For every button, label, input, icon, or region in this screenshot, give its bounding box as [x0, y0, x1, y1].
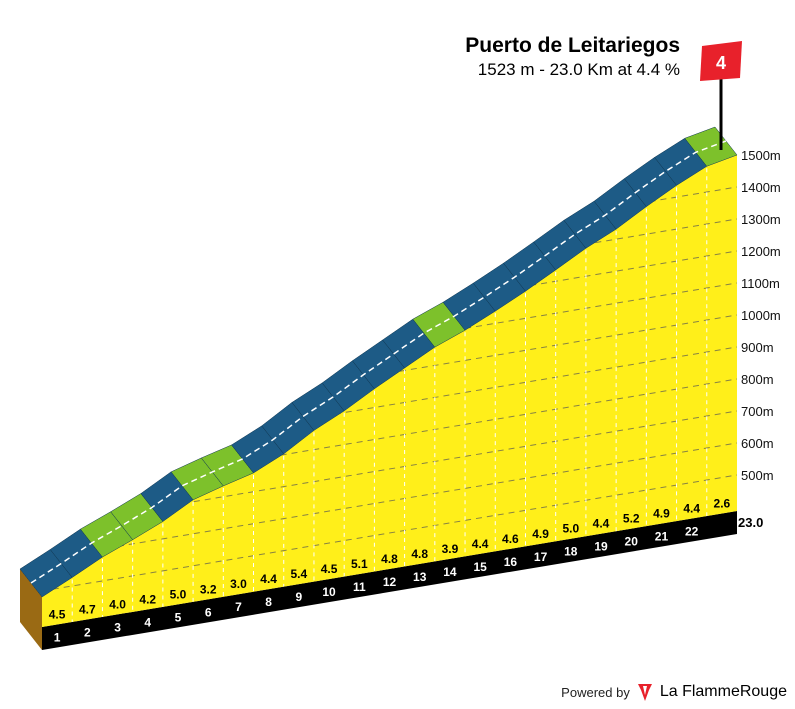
category-flag	[700, 41, 742, 81]
gradient-label: 5.2	[623, 512, 640, 526]
elevation-tick-label: 1500m	[741, 148, 781, 163]
km-label: 17	[534, 550, 548, 564]
gradient-label: 4.2	[139, 592, 156, 606]
elevation-tick-label: 600m	[741, 436, 774, 451]
profile-side-face	[20, 569, 42, 650]
profile-labels-layer: 4.5 4.7 4.0 4.2 5.0 3.2 3.0 4.4 5.4 4.5 5.1 4.8 4.8 3…	[49, 497, 731, 645]
km-label: 1	[54, 630, 61, 644]
profile-face-layer	[42, 155, 737, 627]
total-distance-label: 23.0	[738, 515, 763, 530]
footer: Powered by La FlammeRouge	[561, 682, 787, 702]
km-label: 4	[144, 615, 151, 629]
km-band	[42, 511, 737, 650]
gradient-label: 5.4	[291, 567, 308, 581]
brand-name: La FlammeRouge	[659, 683, 787, 700]
km-label: 9	[296, 590, 303, 604]
elevation-tick-label: 700m	[741, 404, 774, 419]
elevation-grid-line	[42, 346, 737, 464]
km-label: 8	[265, 595, 272, 609]
category-label: 4	[716, 53, 726, 73]
km-label: 14	[443, 565, 457, 579]
gradient-label: 4.4	[472, 537, 489, 551]
km-label: 18	[564, 545, 578, 559]
elevation-grid-line	[42, 378, 737, 496]
gradient-label: 4.8	[411, 547, 428, 561]
gradient-label: 4.4	[593, 517, 610, 531]
km-label: 11	[353, 580, 366, 594]
km-label: 20	[625, 535, 639, 549]
km-label: 16	[504, 555, 518, 569]
gradient-label: 4.8	[381, 552, 398, 566]
elevation-grid-line	[42, 410, 737, 528]
gradient-label: 4.7	[79, 602, 96, 616]
profile-face	[42, 155, 737, 627]
profile-base-layer	[20, 511, 737, 650]
km-label: 7	[235, 600, 242, 614]
gradient-label: 5.0	[170, 587, 187, 601]
flamme-rouge-logo-icon	[637, 684, 652, 701]
km-label: 10	[322, 585, 336, 599]
elevation-axis: 500m 600m 700m 800m 900m 1000m 1100m 1200m 1300m…	[741, 148, 781, 483]
gradient-label: 4.4	[683, 502, 700, 516]
gradient-label: 4.4	[260, 572, 277, 586]
elevation-tick-label: 900m	[741, 340, 774, 355]
climb-title-block: Puerto de Leitariegos 1523 m - 23.0 Km a…	[465, 34, 680, 80]
summit-flag: 4	[700, 41, 742, 150]
gradient-label: 5.0	[562, 522, 579, 536]
gradient-label: 4.6	[502, 532, 519, 546]
km-label: 3	[114, 620, 121, 634]
gradient-label: 4.0	[109, 597, 126, 611]
road-centre-line	[30, 140, 727, 584]
elevation-grid-line	[42, 474, 737, 592]
elevation-tick-label: 800m	[741, 372, 774, 387]
km-label: 2	[84, 625, 91, 639]
km-label: 13	[413, 570, 427, 584]
climb-name: Puerto de Leitariegos	[465, 34, 680, 57]
km-label: 21	[655, 530, 669, 544]
elevation-grid-line	[42, 442, 737, 560]
gradient-label: 4.5	[49, 607, 66, 621]
gradient-label: 3.0	[230, 577, 247, 591]
km-label: 12	[383, 575, 397, 589]
km-label: 15	[473, 560, 487, 574]
profile-road-layer	[19, 126, 738, 598]
gradient-label: 3.2	[200, 582, 217, 596]
gradient-label: 4.9	[653, 507, 670, 521]
road-segment	[684, 126, 738, 167]
km-label: 5	[175, 610, 182, 624]
elevation-tick-label: 500m	[741, 468, 774, 483]
gradient-label: 4.5	[321, 562, 338, 576]
elevation-tick-label: 1400m	[741, 180, 781, 195]
elevation-tick-label: 1000m	[741, 308, 781, 323]
gradient-label: 2.6	[714, 497, 731, 511]
gradient-label: 5.1	[351, 557, 368, 571]
gradient-label: 3.9	[442, 542, 459, 556]
km-label: 19	[594, 540, 608, 554]
powered-by-label: Powered by	[561, 684, 630, 700]
climb-summary: 1523 m - 23.0 Km at 4.4 %	[477, 60, 680, 79]
elevation-tick-label: 1200m	[741, 244, 781, 259]
km-label: 6	[205, 605, 212, 619]
elevation-tick-label: 1300m	[741, 212, 781, 227]
km-label: 22	[685, 525, 699, 539]
gradient-label: 4.9	[532, 527, 549, 541]
elevation-tick-label: 1100m	[741, 276, 780, 291]
